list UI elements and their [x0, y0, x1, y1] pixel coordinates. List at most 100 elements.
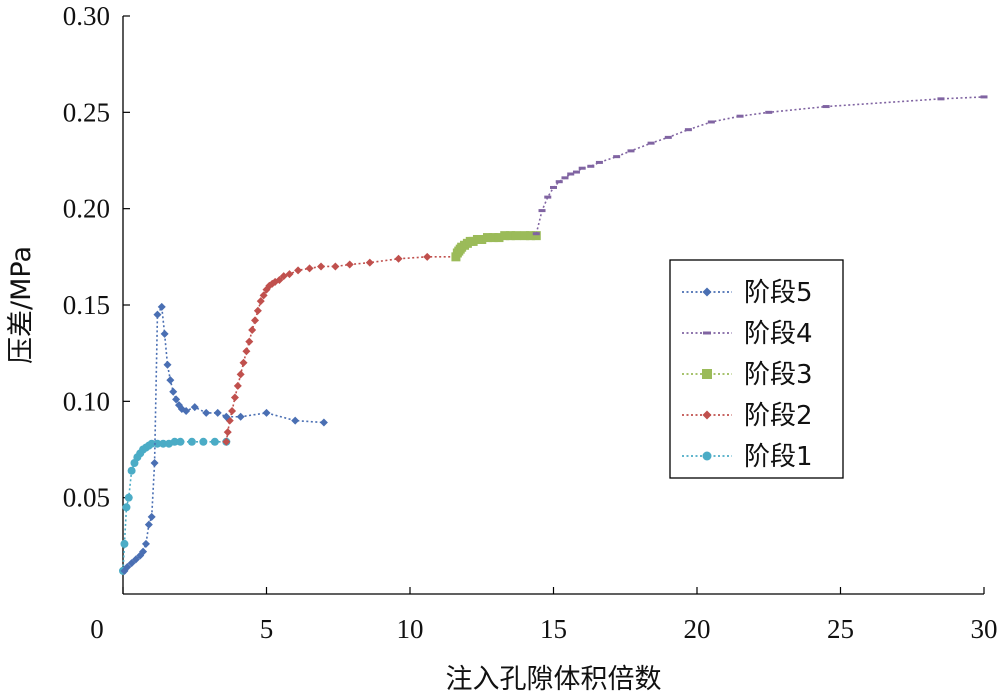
data-point	[550, 185, 557, 189]
data-point	[172, 395, 181, 404]
series-1	[120, 302, 328, 575]
data-point	[210, 437, 219, 446]
data-point	[937, 97, 945, 101]
data-point	[647, 141, 655, 145]
series-line	[122, 440, 227, 571]
data-point	[822, 105, 830, 109]
data-point	[511, 231, 521, 241]
x-tick-label: 10	[397, 614, 424, 644]
y-tick-label: 0.20	[63, 194, 110, 224]
legend-marker	[702, 451, 712, 461]
series-4	[222, 252, 460, 446]
data-point	[170, 437, 179, 446]
series-line	[535, 96, 985, 234]
data-point	[213, 408, 222, 417]
data-point	[305, 264, 314, 273]
legend-label: 阶段1	[744, 442, 813, 472]
data-point	[150, 458, 159, 467]
series-3	[451, 231, 541, 262]
data-point	[256, 297, 265, 306]
legend-item: 阶段4	[682, 319, 813, 349]
data-point	[561, 176, 569, 180]
data-point	[169, 387, 178, 396]
series-line	[225, 256, 456, 442]
series-2	[532, 95, 988, 236]
data-point	[627, 149, 635, 153]
data-point	[182, 406, 191, 415]
legend-box	[669, 259, 844, 479]
x-tick-label: 25	[827, 614, 854, 644]
data-point	[567, 172, 575, 176]
data-point	[482, 233, 492, 243]
data-point	[122, 503, 131, 512]
data-point	[236, 370, 245, 379]
data-point	[159, 439, 168, 448]
legend-label: 阶段4	[744, 319, 813, 349]
data-point	[251, 316, 260, 325]
data-point	[423, 252, 432, 261]
data-point	[500, 231, 510, 241]
data-point	[394, 254, 403, 263]
data-point	[160, 329, 169, 338]
y-tick-label: 0.30	[63, 1, 110, 31]
data-point	[141, 539, 150, 548]
data-point	[236, 412, 245, 421]
legend-marker	[702, 410, 712, 420]
data-point	[176, 437, 185, 446]
data-point	[488, 233, 498, 243]
data-point	[317, 262, 326, 271]
data-point	[199, 437, 208, 446]
y-tick-label: 0.25	[63, 97, 110, 127]
data-point	[572, 170, 580, 174]
data-point	[736, 114, 744, 118]
data-point	[275, 275, 284, 284]
data-point	[294, 266, 303, 275]
data-point	[228, 406, 237, 415]
data-point	[980, 95, 988, 99]
data-point	[291, 416, 300, 425]
data-point	[684, 128, 692, 132]
legend-item: 阶段3	[682, 360, 813, 390]
legend-marker	[702, 287, 712, 297]
data-point	[144, 520, 153, 529]
legend-label: 阶段3	[744, 360, 813, 390]
data-point	[127, 466, 136, 475]
data-point	[147, 512, 156, 521]
legend-marker	[703, 331, 711, 335]
y-tick-label: 0.05	[63, 483, 110, 513]
data-point	[365, 258, 374, 267]
data-point	[765, 110, 773, 114]
data-point	[245, 337, 254, 346]
y-tick-label: 0.15	[63, 290, 110, 320]
axes: 0 5 10 15 20 25 30 0.05 0.10 0.15 0.20 0.25 0.30	[63, 1, 998, 644]
data-point	[239, 358, 248, 367]
x-tick-label: 15	[540, 614, 567, 644]
x-tick-label: 0	[90, 614, 104, 644]
data-point	[153, 310, 162, 319]
data-point	[223, 428, 232, 437]
legend: 阶段5 阶段4 阶段3 阶段2 阶段1	[669, 259, 844, 479]
data-point	[538, 209, 546, 213]
data-point	[202, 408, 211, 417]
data-point	[526, 231, 536, 241]
legend-item: 阶段1	[682, 442, 813, 472]
data-point	[157, 302, 166, 311]
data-point	[532, 232, 540, 236]
data-point	[555, 180, 563, 184]
data-point	[190, 403, 199, 412]
legend-item: 阶段5	[682, 278, 813, 308]
data-point	[285, 270, 294, 279]
series-5	[119, 437, 231, 575]
data-point	[163, 360, 172, 369]
data-point	[613, 155, 621, 159]
data-point	[544, 195, 552, 199]
data-point	[222, 437, 231, 446]
y-tick-label: 0.10	[63, 386, 110, 416]
data-point	[147, 439, 156, 448]
data-point	[242, 347, 251, 356]
data-point	[319, 418, 328, 427]
data-point	[262, 408, 271, 417]
x-tick-label: 5	[260, 614, 274, 644]
data-point	[166, 376, 175, 385]
